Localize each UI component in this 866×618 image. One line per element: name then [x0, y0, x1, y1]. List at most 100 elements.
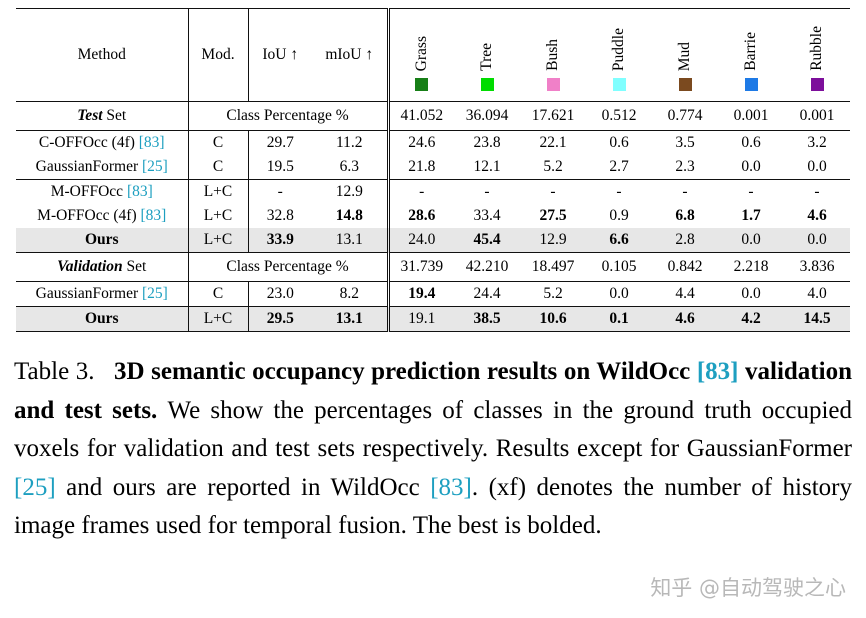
percent-label: Class Percentage % — [187, 252, 388, 282]
class-value-cell: 0.0 — [784, 155, 850, 180]
class-value-cell: 1.7 — [741, 207, 761, 224]
percent-value: 0.512 — [586, 101, 652, 131]
class-value-cell: 0.0 — [586, 281, 652, 307]
class-value-cell: 19.4 — [386, 281, 454, 307]
class-value-cell: 23.8 — [473, 134, 501, 151]
class-value-cell: 24.6 — [386, 130, 454, 155]
citation-link[interactable]: [25] — [138, 158, 168, 175]
method-cell: Ours — [16, 306, 188, 332]
table-body: Test Set Class Percentage % 41.052 36.094 17… — [16, 101, 850, 332]
results-table: Method Mod. IoU ↑ mIoU ↑ Grass Tree Bush Pu… — [16, 8, 850, 332]
method-name: GaussianFormer — [35, 158, 139, 175]
class-value-cell: 4.6 — [652, 306, 718, 332]
col-header-mod: Mod. — [187, 8, 248, 102]
watermark: 知乎 @自动驾驶之心 — [650, 576, 846, 600]
citation-link[interactable]: [25] — [138, 285, 168, 302]
percent-value: 0.001 — [718, 101, 784, 131]
class-header-mud: Mud — [652, 8, 718, 102]
percent-value: 2.218 — [718, 252, 784, 282]
class-value-cell: 21.8 — [386, 155, 454, 180]
method-cell: M-OFFOcc [83] — [16, 180, 188, 205]
class-value-cell: 2.7 — [586, 155, 652, 180]
class-value-cell: 0.0 — [718, 228, 784, 253]
class-label: Mud — [676, 41, 694, 71]
miou-cell: 11.2 — [335, 134, 363, 151]
method-name: GaussianFormer — [35, 285, 139, 302]
citation-link[interactable]: [25] — [14, 473, 56, 501]
class-label: Bush — [544, 39, 562, 71]
class-label: Puddle — [610, 27, 628, 71]
class-value-cell: - — [814, 183, 820, 200]
class-value-cell: 3.5 — [675, 134, 695, 151]
percent-value: 42.210 — [454, 252, 520, 282]
percent-value: 31.739 — [386, 252, 454, 282]
class-value-cell: 12.1 — [454, 155, 520, 180]
class-header-wrap: Bush — [524, 12, 582, 98]
class-value-cell: 4.6 — [807, 207, 827, 224]
method-name: M-OFFOcc — [50, 183, 124, 200]
citation-link[interactable]: [83] — [134, 134, 165, 151]
class-header-wrap: Grass — [394, 12, 451, 98]
percent-value: 0.105 — [586, 252, 652, 282]
class-value-cell: 2.3 — [652, 155, 718, 180]
col-header-method: Method — [16, 8, 188, 102]
class-value-cell: 22.1 — [539, 134, 567, 151]
class-value-cell: 4.0 — [784, 281, 850, 307]
class-value-cell: - — [748, 183, 754, 200]
class-color-swatch — [744, 78, 758, 91]
method-cell: GaussianFormer [25] — [16, 155, 188, 180]
method-name: Ours — [84, 310, 119, 327]
citation-link[interactable]: [83] — [136, 207, 167, 224]
class-header-wrap: Mud — [656, 12, 714, 98]
miou-cell: 13.1 — [312, 228, 388, 253]
iou-cell: 29.5 — [247, 306, 312, 332]
percent-value: 18.497 — [520, 252, 586, 282]
miou-cell: 8.2 — [312, 281, 388, 307]
class-label: Rubble — [808, 26, 826, 71]
class-value-cell: 27.5 — [539, 207, 567, 224]
citation-link[interactable]: [83] — [123, 183, 153, 200]
percent-value: 0.774 — [652, 101, 718, 131]
class-value-cell: 28.6 — [386, 204, 454, 228]
percent-value: 0.001 — [784, 101, 850, 131]
class-value-cell: 24.0 — [386, 228, 454, 253]
citation-link[interactable]: [83] — [696, 358, 739, 385]
table-row: M-OFFOcc (4f) [83] L+C 32.8 14.8 28.6 33.4 27.… — [16, 204, 850, 228]
class-color-swatch — [678, 78, 692, 91]
set-label: Test Set — [16, 101, 188, 131]
table-row: Ours L+C 29.5 13.1 19.1 38.5 10.6 0.1 4.6 4.2 14.5 — [16, 306, 850, 332]
class-value-cell: 38.5 — [454, 306, 520, 332]
class-value-cell: 0.0 — [784, 228, 850, 253]
method-cell: Ours — [16, 228, 188, 253]
mod-cell: L+C — [187, 204, 248, 228]
percent-value: 36.094 — [454, 101, 520, 131]
class-value-cell: 10.6 — [520, 306, 586, 332]
class-header-wrap: Rubble — [788, 12, 846, 98]
set-row: Validation Set Class Percentage % 31.739 42… — [16, 252, 850, 282]
method-cell: GaussianFormer [25] — [16, 281, 188, 307]
citation-link[interactable]: [83] — [430, 473, 472, 501]
class-value-cell: - — [682, 183, 688, 200]
class-color-swatch — [810, 78, 824, 91]
class-value-cell: 4.2 — [718, 306, 784, 332]
class-value-cell: 14.5 — [784, 306, 850, 332]
table-row: C-OFFOcc (4f) [83] C 29.7 11.2 24.6 23.8 22.1 0… — [16, 130, 850, 155]
page: Method Mod. IoU ↑ mIoU ↑ Grass Tree Bush Pu… — [0, 8, 866, 618]
class-value-cell: 5.2 — [520, 155, 586, 180]
class-value-cell: 12.9 — [520, 228, 586, 253]
iou-cell: 32.8 — [247, 204, 312, 228]
col-header-miou: mIoU ↑ — [312, 8, 388, 102]
table-row: GaussianFormer [25] C 19.5 6.3 21.8 12.1 5.2 2.… — [16, 155, 850, 180]
mod-cell: C — [187, 130, 248, 155]
percent-value: 3.836 — [784, 252, 850, 282]
class-value-cell: 0.0 — [718, 281, 784, 307]
percent-label: Class Percentage % — [187, 101, 388, 131]
method-name: C-OFFOcc (4f) — [38, 134, 135, 151]
caption-text: 3D semantic occupancy prediction results… — [114, 358, 697, 385]
class-value-cell: - — [484, 183, 490, 200]
iou-cell: 19.5 — [247, 155, 312, 180]
mod-cell: C — [187, 281, 248, 307]
class-value-cell: 6.6 — [586, 228, 652, 253]
caption-text: validation and test sets. — [14, 358, 852, 424]
class-header-wrap: Puddle — [590, 12, 648, 98]
